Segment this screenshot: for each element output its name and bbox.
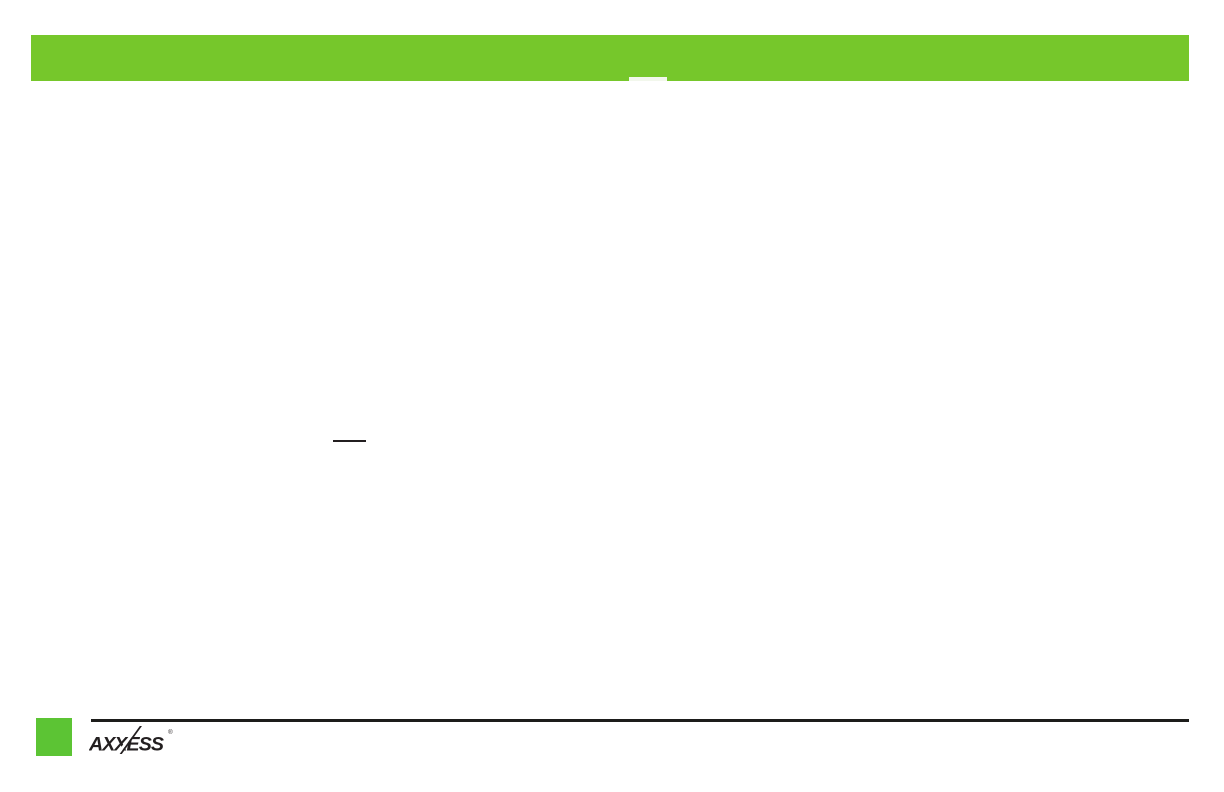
registered-mark: ®: [168, 729, 173, 736]
header-bar: [31, 35, 1189, 81]
footer-green-square: [36, 718, 72, 756]
footer-rule: [91, 719, 1189, 722]
logo-slash-gap: [116, 726, 140, 754]
axxess-logo: AXXESS ®: [89, 726, 181, 754]
logo-slash-icon: [119, 726, 142, 754]
blank-underline: [333, 440, 366, 442]
header-bar-notch: [629, 77, 667, 81]
axxess-logo-icon: AXXESS ®: [89, 726, 173, 754]
